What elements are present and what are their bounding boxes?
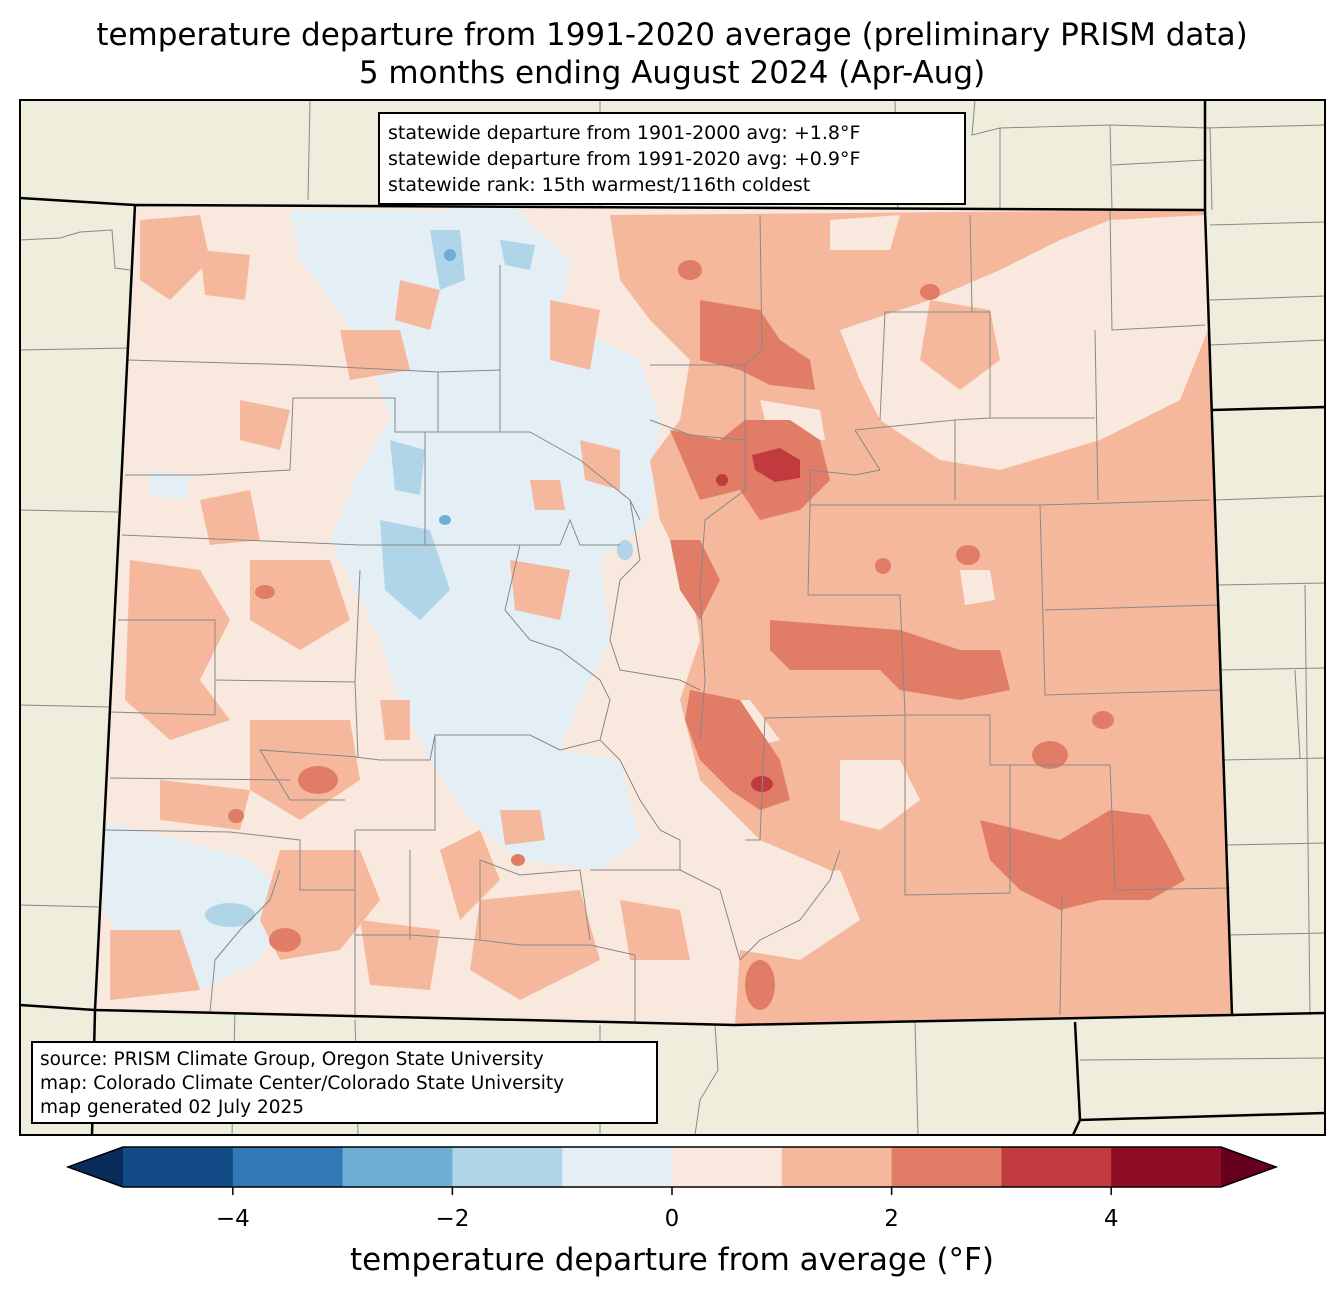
colorbar-bin-3 — [452, 1147, 563, 1187]
statewide-stats-box: statewide departure from 1901-2000 avg: … — [378, 112, 966, 205]
neighbor-state-borders — [20, 100, 1325, 1135]
colorbar-bin-9 — [1111, 1147, 1222, 1187]
colorbar-bin-8 — [1001, 1147, 1112, 1187]
source-box: source: PRISM Climate Group, Oregon Stat… — [31, 1041, 658, 1124]
generated-date-line: map generated 02 July 2025 — [40, 1097, 305, 1118]
colorado-border — [93, 203, 1234, 1027]
colorbar — [65, 1146, 1279, 1195]
colorbar-tick-label: 2 — [884, 1206, 899, 1232]
colorbar-bin-5 — [672, 1147, 783, 1187]
colorbar-under-arrow — [68, 1147, 123, 1187]
source-line: source: PRISM Climate Group, Oregon Stat… — [40, 1049, 544, 1070]
colorbar-tick-label: 4 — [1103, 1206, 1119, 1232]
colorbar-tick-label: 0 — [664, 1206, 680, 1232]
colorbar-bin-0 — [123, 1147, 234, 1187]
colorbar-over-arrow — [1221, 1147, 1276, 1187]
colorbar-tick-label: −2 — [435, 1206, 470, 1232]
map-frame — [19, 99, 1326, 1136]
colorbar-tick-label: −4 — [215, 1206, 250, 1232]
colorbar-label: temperature departure from average (°F) — [350, 1242, 994, 1278]
map-title-line2: 5 months ending August 2024 (Apr-Aug) — [358, 55, 986, 91]
colorbar-bin-1 — [232, 1147, 344, 1187]
colorbar-bin-4 — [562, 1147, 673, 1187]
stat-departure-1901-2000: statewide departure from 1901-2000 avg: … — [388, 122, 861, 144]
map-title-line1: temperature departure from 1991-2020 ave… — [96, 17, 1248, 53]
temperature-field — [95, 205, 1232, 1025]
stat-departure-1991-2020: statewide departure from 1991-2020 avg: … — [388, 148, 861, 170]
colorbar-outline — [65, 1146, 1279, 1188]
colorado-county-lines — [104, 204, 1231, 1022]
colorbar-bin-7 — [891, 1147, 1002, 1187]
map-credit-line: map: Colorado Climate Center/Colorado St… — [40, 1073, 565, 1094]
colorbar-bin-6 — [781, 1147, 893, 1187]
stat-rank: statewide rank: 15th warmest/116th colde… — [388, 174, 811, 196]
colorbar-bin-2 — [342, 1147, 453, 1187]
